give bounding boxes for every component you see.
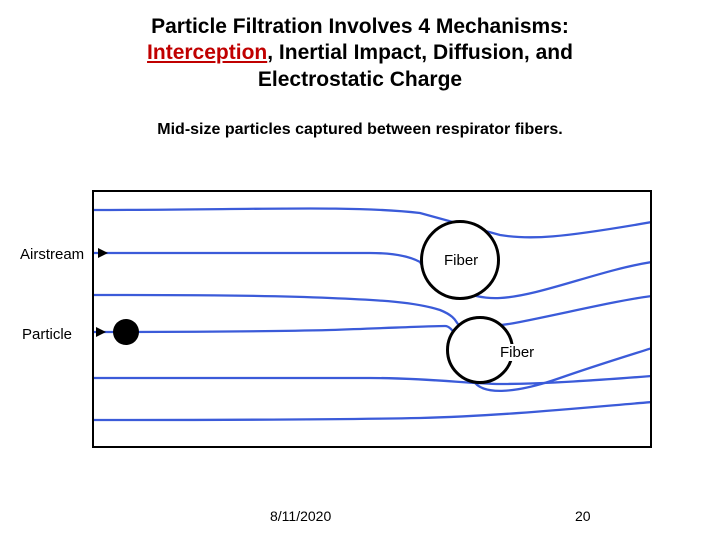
streamlines-svg <box>0 0 720 540</box>
footer-page-number: 20 <box>575 508 591 524</box>
slide-root: Particle Filtration Involves 4 Mechanism… <box>0 0 720 540</box>
footer-date: 8/11/2020 <box>270 508 331 524</box>
particle-label: Particle <box>22 326 72 343</box>
particle-arrow-icon <box>96 327 106 337</box>
particle-blob <box>113 319 139 345</box>
airstream-label: Airstream <box>20 246 84 263</box>
fiber-label-1: Fiber <box>442 252 480 269</box>
airstream-arrow-icon <box>98 248 108 258</box>
fiber-label-2: Fiber <box>498 344 536 361</box>
